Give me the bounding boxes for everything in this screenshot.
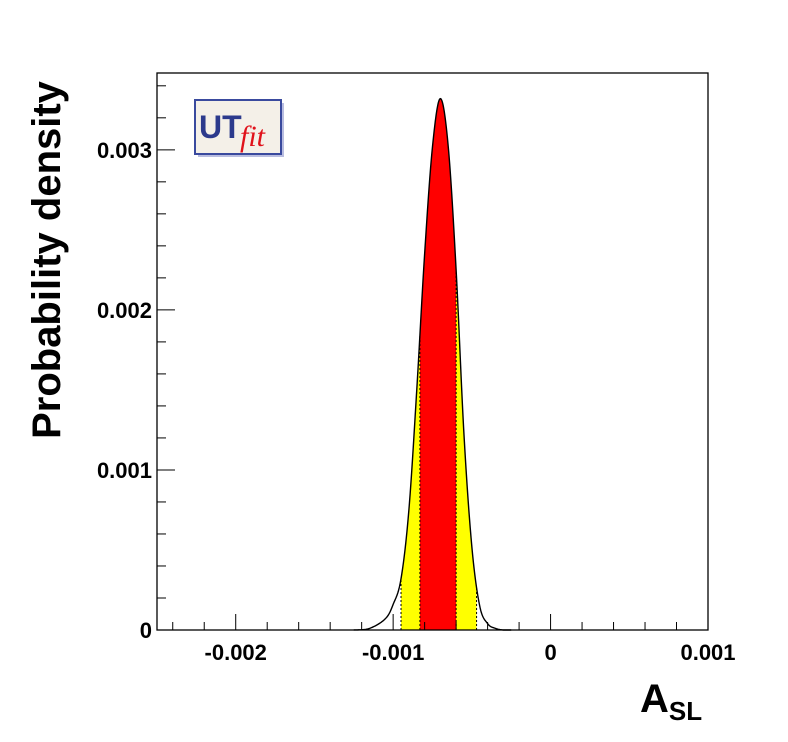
y-axis-ticks: [157, 85, 175, 631]
band-1: [419, 98, 457, 631]
utfit-logo: UT fit: [194, 99, 284, 157]
logo-fit-text: fit: [240, 120, 266, 153]
x-tick-label: -0.002: [205, 640, 267, 665]
y-tick-label: 0.001: [97, 458, 152, 483]
band-edge-lines: [400, 269, 478, 630]
x-tick-label: 0: [544, 640, 556, 665]
x-tick-label: 0.001: [680, 640, 735, 665]
x-axis-title-subscript: SL: [669, 696, 702, 726]
y-tick-label: 0: [140, 618, 152, 643]
x-axis-title: ASL: [640, 677, 702, 726]
x-axis-tick-labels: -0.002 -0.001 0 0.001: [205, 640, 736, 665]
y-axis-tick-labels: 0 0.001 0.002 0.003: [97, 138, 152, 643]
x-tick-label: -0.001: [362, 640, 424, 665]
logo-ut-text: UT: [199, 109, 242, 145]
x-axis-ticks: [172, 614, 709, 630]
logo-box: [194, 99, 282, 155]
y-tick-label: 0.002: [97, 298, 152, 323]
x-axis-title-main: A: [640, 677, 669, 721]
plot-frame: [156, 72, 709, 631]
y-tick-label: 0.003: [97, 138, 152, 163]
y-axis-title: Probability density: [25, 80, 69, 439]
